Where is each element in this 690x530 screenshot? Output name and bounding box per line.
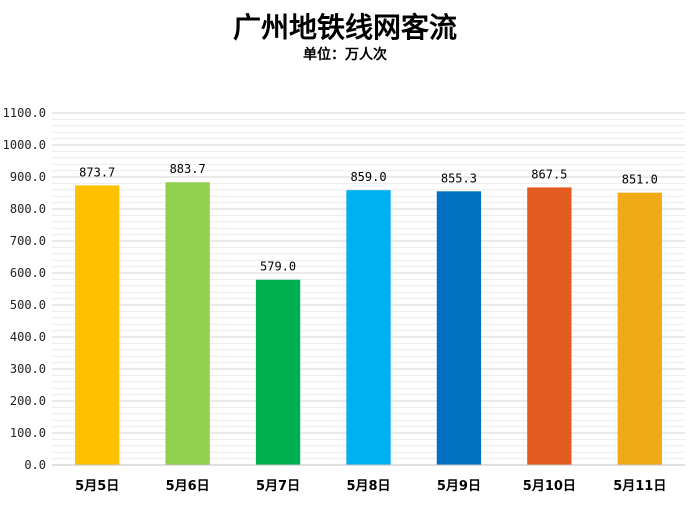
- x-axis-labels: 5月5日 5月6日 5月7日 5月8日 5月9日 5月10日 5月11日: [75, 479, 666, 494]
- y-tick-label: 0.0: [24, 458, 46, 472]
- bars: [75, 182, 662, 465]
- bar: [436, 191, 482, 465]
- y-tick-label: 300.0: [10, 362, 46, 376]
- bar: [617, 192, 662, 465]
- data-label: 855.3: [441, 171, 477, 185]
- x-tick-label: 5月6日: [166, 479, 210, 494]
- y-tick-label: 200.0: [10, 394, 46, 408]
- y-tick-label: 700.0: [10, 234, 46, 248]
- data-label: 859.0: [350, 170, 386, 184]
- y-tick-label: 100.0: [10, 426, 46, 440]
- chart-subtitle: 单位：万人次: [303, 47, 387, 63]
- data-label: 579.0: [260, 260, 296, 274]
- data-label: 883.7: [170, 162, 206, 176]
- y-tick-label: 800.0: [10, 202, 46, 216]
- bar: [255, 279, 301, 465]
- y-tick-label: 900.0: [10, 170, 46, 184]
- x-tick-label: 5月9日: [437, 479, 481, 494]
- y-tick-label: 400.0: [10, 330, 46, 344]
- data-label: 873.7: [79, 165, 115, 179]
- x-tick-label: 5月11日: [613, 479, 666, 494]
- x-tick-label: 5月5日: [75, 479, 119, 494]
- x-tick-label: 5月8日: [346, 479, 390, 494]
- y-tick-label: 500.0: [10, 298, 46, 312]
- bar: [346, 190, 391, 465]
- data-label: 867.5: [531, 167, 567, 181]
- y-tick-label: 600.0: [10, 266, 46, 280]
- bar: [527, 187, 572, 465]
- chart-title: 广州地铁线网客流: [232, 11, 457, 44]
- data-label: 851.0: [622, 173, 658, 187]
- x-tick-label: 5月10日: [523, 479, 576, 494]
- y-tick-label: 1000.0: [3, 138, 46, 152]
- bar: [165, 182, 210, 465]
- y-tick-label: 1100.0: [3, 106, 46, 120]
- bar: [75, 185, 120, 465]
- data-labels: 873.7 883.7 579.0 859.0 855.3 867.5 851.0: [79, 162, 658, 274]
- y-axis-ticks: 0.0 100.0 200.0 300.0 400.0 500.0 600.0 700.0 80…: [3, 106, 46, 472]
- x-tick-label: 5月7日: [256, 479, 300, 494]
